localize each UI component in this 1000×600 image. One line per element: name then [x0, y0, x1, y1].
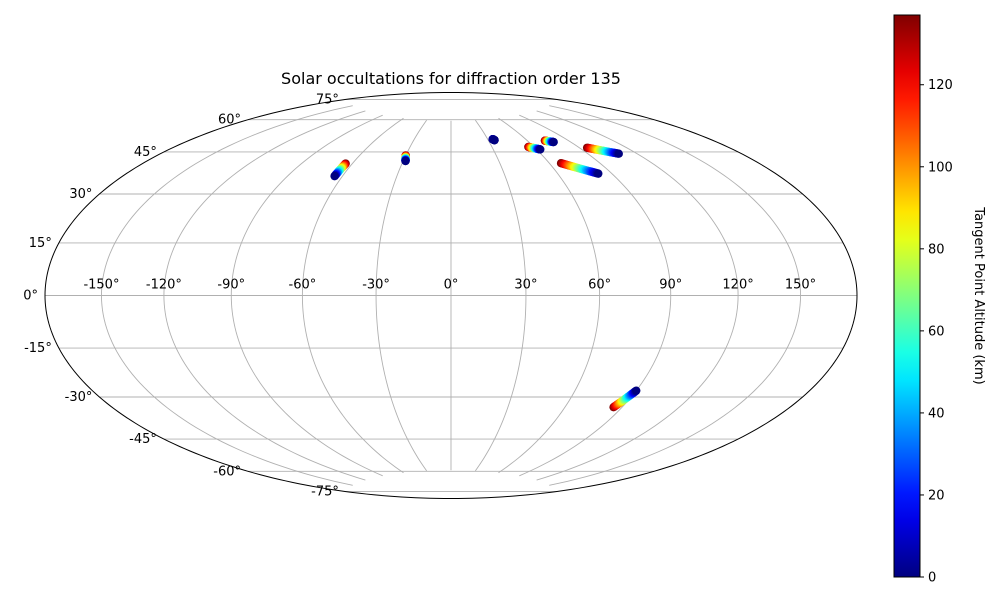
colorbar-tick-label: 120 — [928, 78, 953, 93]
occultation-track — [582, 143, 623, 158]
colorbar: 0 20 40 60 80 100 120 Tangent Point Altitude (… — [893, 14, 986, 586]
data-point — [632, 386, 641, 395]
y-tick-label: 30° — [69, 187, 92, 202]
x-tick-label: -30° — [362, 278, 390, 293]
x-tick-label: 30° — [514, 278, 537, 293]
x-tick-label: -60° — [289, 278, 317, 293]
colorbar-tick-label: 40 — [928, 406, 945, 421]
y-tick-label: -60° — [213, 464, 241, 479]
colorbar-tick-label: 80 — [928, 242, 945, 257]
latitude-tick-labels: 75° 60° 45° 30° 15° 0° -15° -30° -45° -60° -75° — [23, 92, 339, 499]
x-tick-label: -90° — [217, 278, 245, 293]
y-tick-label: 60° — [218, 113, 241, 128]
y-tick-label: -30° — [65, 390, 93, 405]
colorbar-tick-label: 0 — [928, 571, 936, 586]
x-tick-label: -120° — [146, 278, 182, 293]
occultation-track — [488, 134, 499, 145]
occultation-track — [609, 386, 641, 412]
longitude-tick-labels: -150° -120° -90° -60° -30° 0° 30° 60° 90° 120° 150… — [83, 278, 816, 293]
x-tick-label: 0° — [444, 278, 459, 293]
y-tick-label: -75° — [311, 485, 339, 500]
y-tick-label: 45° — [134, 145, 157, 160]
x-tick-label: 120° — [722, 278, 753, 293]
colorbar-tick-label: 20 — [928, 488, 945, 503]
y-tick-label: 0° — [23, 289, 38, 304]
occultation-track — [556, 159, 603, 178]
data-point — [536, 145, 545, 154]
colorbar-ticks: 0 20 40 60 80 100 120 — [920, 78, 953, 586]
x-tick-label: -150° — [83, 278, 119, 293]
occultation-track — [524, 142, 545, 154]
data-point — [549, 137, 558, 147]
x-tick-label: 150° — [785, 278, 816, 293]
occultation-track — [330, 159, 350, 181]
data-point — [401, 156, 410, 166]
data-point — [594, 169, 603, 178]
data-point — [490, 135, 499, 145]
map-boundary — [44, 91, 858, 500]
y-tick-label: -15° — [24, 341, 52, 356]
y-tick-label: 15° — [29, 236, 52, 251]
occultation-track — [401, 151, 410, 166]
data-points — [330, 134, 641, 412]
occultation-track — [540, 136, 558, 147]
colorbar-gradient — [893, 14, 921, 578]
y-tick-label: 75° — [316, 92, 339, 107]
data-point — [614, 149, 623, 158]
graticule — [45, 98, 857, 493]
chart-title: Solar occultations for diffraction order… — [281, 69, 621, 88]
data-point — [330, 171, 339, 181]
x-tick-label: 90° — [659, 278, 682, 293]
colorbar-label: Tangent Point Altitude (km) — [971, 206, 986, 384]
colorbar-tick-label: 100 — [928, 160, 953, 175]
x-tick-label: 60° — [588, 278, 611, 293]
y-tick-label: -45° — [129, 432, 157, 447]
colorbar-tick-label: 60 — [928, 324, 945, 339]
